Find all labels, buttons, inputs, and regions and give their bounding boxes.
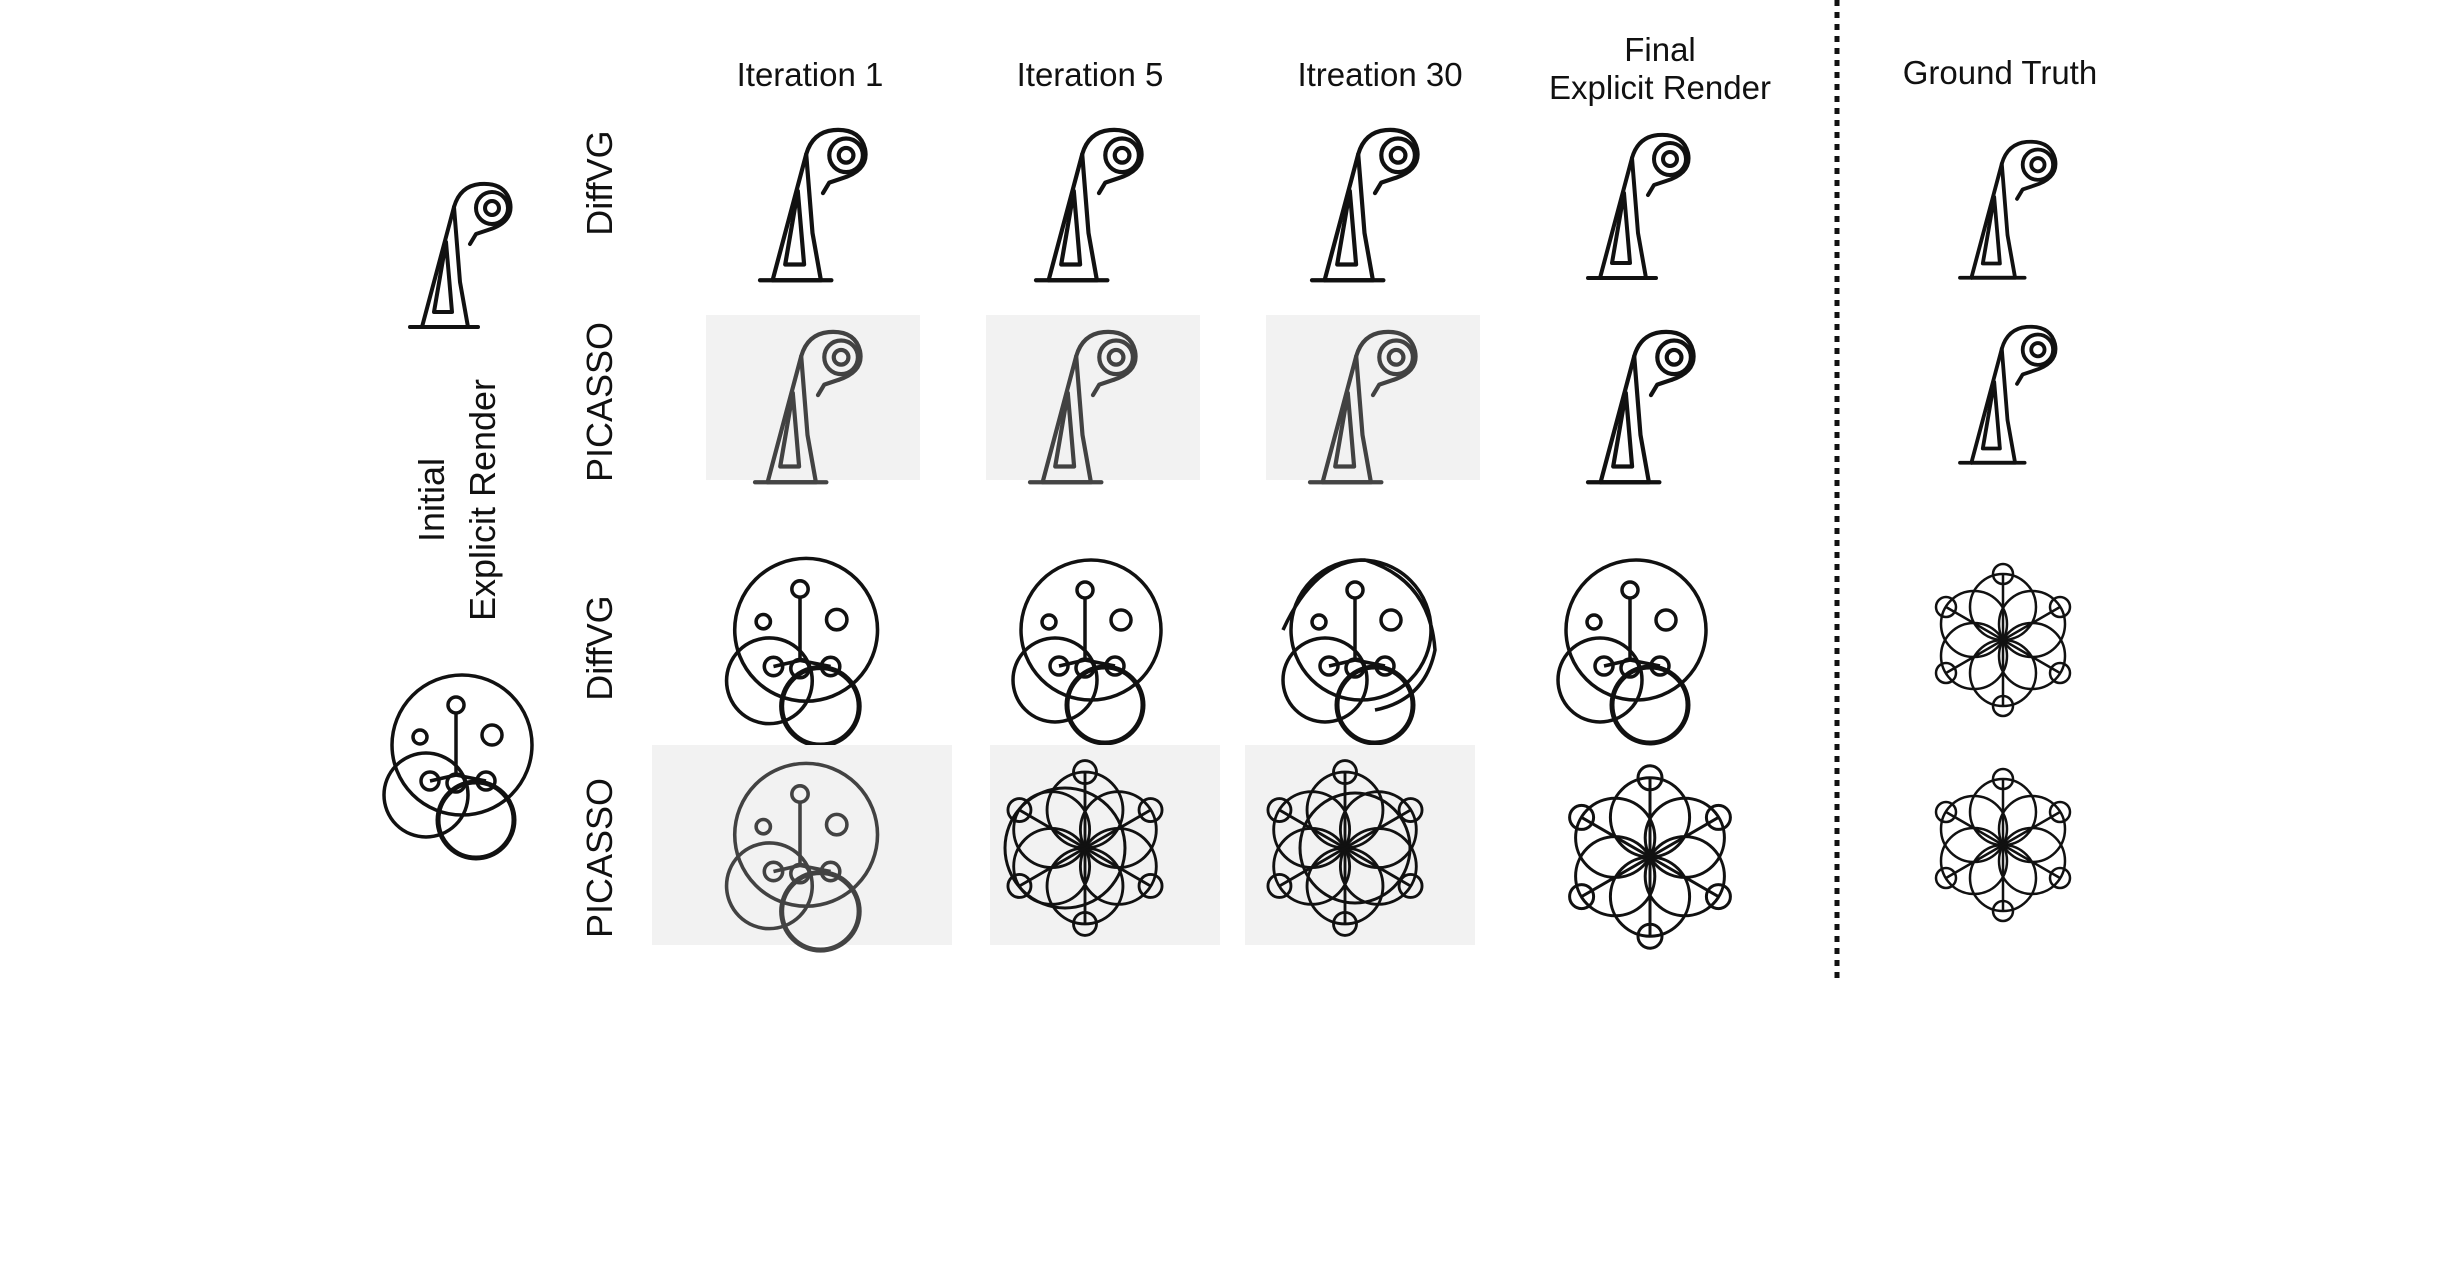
diffvg-lamp-iter30 (1312, 130, 1418, 280)
header-ground-truth: Ground Truth (1902, 54, 2098, 91)
groundtruth-flower-bottom (1934, 767, 2072, 923)
header-iteration-30: Itreation 30 (1297, 56, 1463, 93)
diffvg-circles-iter5 (1013, 560, 1161, 743)
diffvg-lamp-final (1586, 132, 1691, 280)
picasso-circles-iter5 (1003, 759, 1164, 937)
groundtruth-flower-top (1934, 562, 2072, 718)
diffvg-circles-final (1558, 560, 1706, 743)
initial-circles-image (384, 675, 532, 858)
groundtruth-lamp-top (1958, 139, 2058, 280)
header-iteration-5: Iteration 5 (1016, 56, 1164, 93)
picasso-lamp-final (1588, 332, 1694, 482)
initial-lamp-image (408, 181, 513, 329)
picasso-circles-final (1568, 764, 1732, 950)
diffvg-circles-iter30 (1283, 560, 1437, 743)
header-iteration-1: Iteration 1 (736, 56, 884, 93)
picasso-lamp-iter1-bg (706, 315, 920, 480)
picasso-lamp-iter5-bg (986, 315, 1200, 480)
groundtruth-lamp-bottom (1958, 324, 2058, 465)
picasso-circles-iter30 (1266, 759, 1424, 937)
header-final-line2: Explicit Render (1549, 69, 1771, 106)
picasso-lamp-iter30-bg (1266, 315, 1480, 480)
header-final-line1: Final (1624, 31, 1696, 68)
picasso-circles-iter5-bg (990, 745, 1220, 945)
diffvg-lamp-iter5 (1036, 130, 1142, 280)
diffvg-circles-iter1 (727, 558, 878, 745)
diffvg-lamp-iter1 (760, 130, 866, 280)
